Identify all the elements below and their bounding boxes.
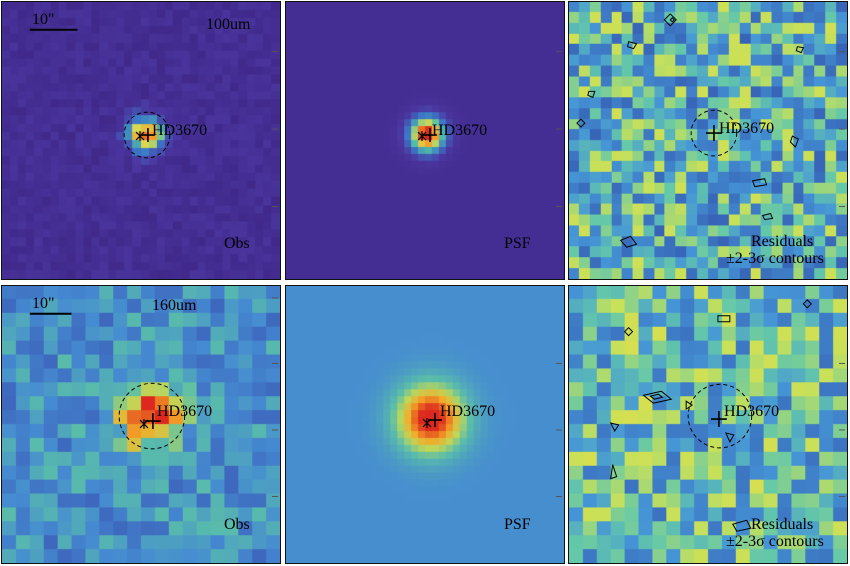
star-marker [135,131,145,141]
source-label: HD3670 [724,403,780,420]
panel-160um-residual: HD3670 Residuals ±2-3σ contours [568,285,848,564]
panel-100um-psf: HD3670 PSF [285,1,565,280]
residual-contours [576,13,805,248]
residual-contours [609,299,812,532]
source-label: HD3670 [719,120,775,137]
panel-100um-observed: 10" 100um HD3670 Obs [1,1,281,280]
overlay-100um-residual [576,13,846,248]
source-label: HD3670 [440,403,496,420]
image-160um-observed [2,286,280,563]
source-label: HD3670 [152,122,208,139]
panel-160um-observed: 10" 160um HD3670 Obs [1,285,281,564]
cross-marker [141,128,155,142]
star-marker [417,131,427,141]
cross-marker [144,413,161,429]
cross-marker [706,125,722,141]
image-100um-psf [286,2,564,279]
panel-label: Obs [224,516,250,533]
panel-label: PSF [504,235,531,252]
cross-marker [423,128,437,142]
aperture-circle [118,382,186,450]
panel-160um-psf: HD3670 PSF [285,285,565,564]
overlay-160um-psf [422,362,563,497]
source-label: HD3670 [157,403,213,420]
panel-label-residuals: Residuals [751,233,814,250]
aperture-circle [690,109,738,157]
panel-label-contours: ±2-3σ contours [726,533,824,550]
band-label: 100um [206,16,251,33]
source-label: HD3670 [432,122,488,139]
scale-bar-label: 10" [32,11,55,28]
cross-marker [710,411,727,427]
overlay-160um-observed [29,297,279,497]
panel-label-contours: ±2-3σ contours [726,250,824,267]
band-label: 160um [152,297,197,314]
aperture-circle [123,111,171,159]
cross-marker [427,413,442,427]
image-100um-observed [2,2,280,279]
scale-bar-label: 10" [32,295,55,312]
panel-label: Obs [224,235,250,252]
aperture-circle [687,383,753,449]
panel-label-residuals: Residuals [751,516,814,533]
panel-100um-residual: HD3670 Residuals ±2-3σ contours [568,1,848,280]
image-100um-residual [569,2,847,279]
panel-label: PSF [504,516,531,533]
overlay-100um-observed [29,28,279,208]
overlay-100um-psf [417,51,563,208]
overlay-160um-residual [609,299,846,532]
